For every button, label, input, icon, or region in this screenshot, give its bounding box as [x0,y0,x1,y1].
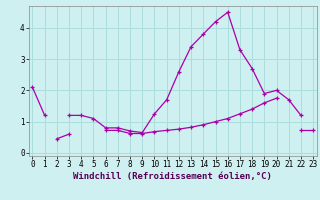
X-axis label: Windchill (Refroidissement éolien,°C): Windchill (Refroidissement éolien,°C) [73,172,272,181]
